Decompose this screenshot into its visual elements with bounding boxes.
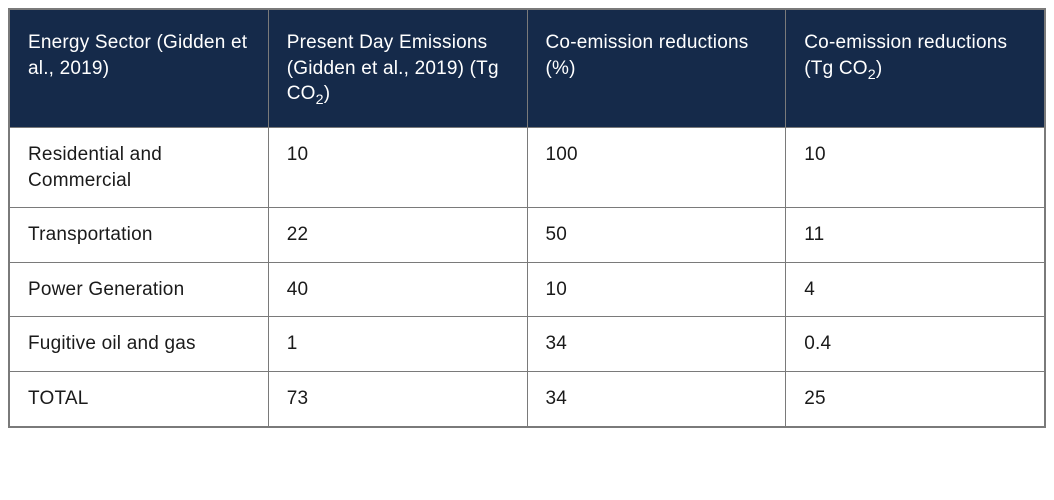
col-header-pct: Co-emission reductions (%) [527, 10, 786, 128]
cell-sector: Residential and Commercial [10, 127, 269, 207]
table-row: TOTAL 73 34 25 [10, 372, 1045, 427]
table-body: Residential and Commercial 10 100 10 Tra… [10, 127, 1045, 426]
cell-present: 40 [268, 262, 527, 317]
table-row: Fugitive oil and gas 1 34 0.4 [10, 317, 1045, 372]
table-header: Energy Sector (Gidden et al., 2019) Pres… [10, 10, 1045, 128]
emissions-table-container: Energy Sector (Gidden et al., 2019) Pres… [8, 8, 1046, 428]
cell-pct: 100 [527, 127, 786, 207]
emissions-table: Energy Sector (Gidden et al., 2019) Pres… [9, 9, 1045, 427]
col-header-present: Present Day Emissions (Gidden et al., 20… [268, 10, 527, 128]
col-header-sector: Energy Sector (Gidden et al., 2019) [10, 10, 269, 128]
cell-tg: 11 [786, 208, 1045, 263]
cell-pct: 34 [527, 372, 786, 427]
table-row: Transportation 22 50 11 [10, 208, 1045, 263]
col-header-tg: Co-emission reductions (Tg CO2) [786, 10, 1045, 128]
cell-tg: 10 [786, 127, 1045, 207]
cell-present: 10 [268, 127, 527, 207]
table-row: Power Generation 40 10 4 [10, 262, 1045, 317]
cell-present: 22 [268, 208, 527, 263]
cell-tg: 4 [786, 262, 1045, 317]
cell-pct: 10 [527, 262, 786, 317]
table-row: Residential and Commercial 10 100 10 [10, 127, 1045, 207]
cell-sector: Transportation [10, 208, 269, 263]
cell-tg: 25 [786, 372, 1045, 427]
cell-present: 1 [268, 317, 527, 372]
cell-tg: 0.4 [786, 317, 1045, 372]
table-header-row: Energy Sector (Gidden et al., 2019) Pres… [10, 10, 1045, 128]
cell-sector: Power Generation [10, 262, 269, 317]
cell-sector: Fugitive oil and gas [10, 317, 269, 372]
cell-pct: 34 [527, 317, 786, 372]
cell-sector: TOTAL [10, 372, 269, 427]
cell-present: 73 [268, 372, 527, 427]
cell-pct: 50 [527, 208, 786, 263]
